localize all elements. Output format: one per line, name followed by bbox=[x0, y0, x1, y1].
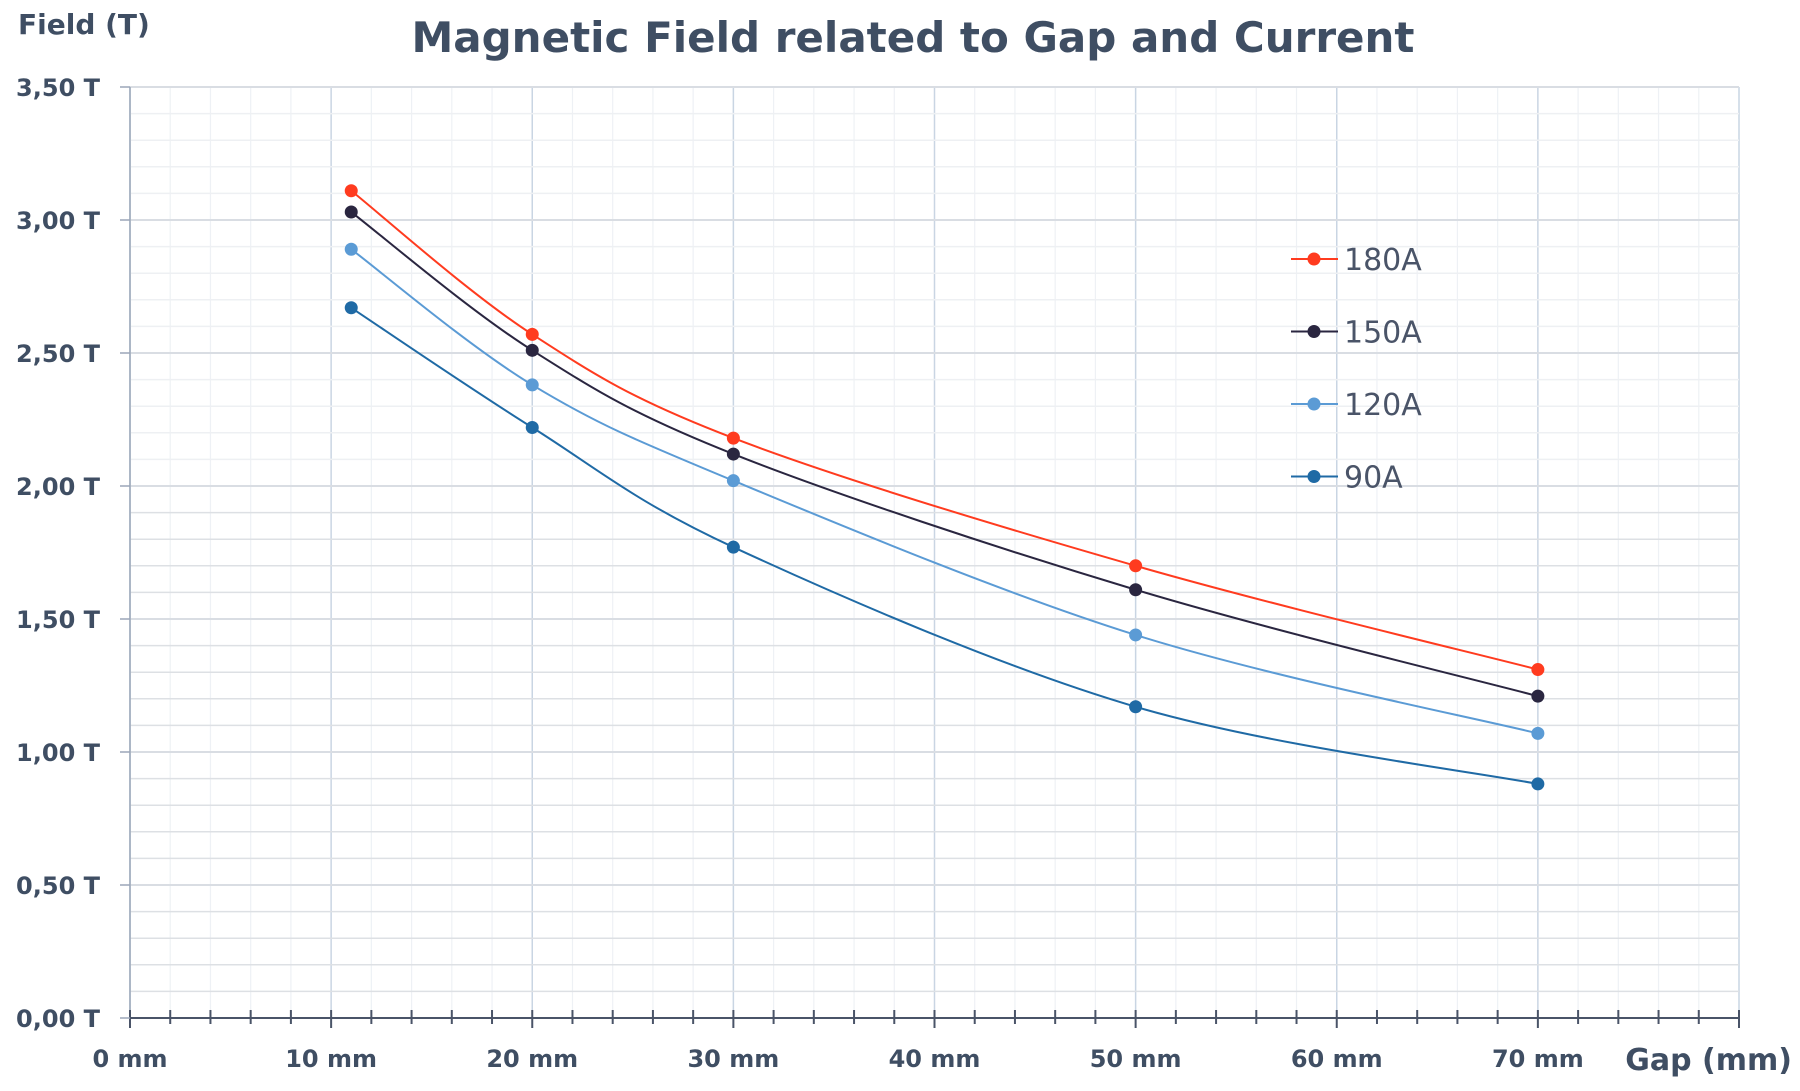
axes: 0,00 T 0,50 T 1,00 T 1,50 T 2,00 T 2,50 T 3,00… bbox=[16, 74, 1740, 1073]
data-point bbox=[1129, 583, 1143, 597]
series-90A bbox=[344, 301, 1545, 791]
series-line bbox=[350, 248, 1539, 735]
legend-label: 150A bbox=[1344, 316, 1422, 351]
x-tick-label: 10 mm bbox=[285, 1045, 377, 1073]
x-axis-label: Gap (mm) bbox=[1625, 1043, 1792, 1078]
data-point bbox=[344, 205, 358, 219]
data-point bbox=[1129, 700, 1143, 714]
x-tick-label: 60 mm bbox=[1291, 1045, 1383, 1073]
y-axis-label: Field (T) bbox=[18, 8, 150, 41]
x-tick-label: 20 mm bbox=[486, 1045, 578, 1073]
legend-label: 90A bbox=[1344, 461, 1403, 496]
legend-marker bbox=[1307, 470, 1321, 483]
series-line bbox=[350, 211, 1539, 698]
data-point bbox=[1129, 628, 1143, 642]
data-point bbox=[525, 420, 539, 434]
data-point bbox=[1531, 726, 1545, 740]
legend-marker bbox=[1307, 325, 1321, 338]
y-tick-label: 2,00 T bbox=[16, 473, 101, 501]
series-line bbox=[350, 306, 1539, 785]
y-tick-label: 2,50 T bbox=[16, 340, 101, 368]
data-point bbox=[344, 184, 358, 198]
data-point bbox=[344, 242, 358, 256]
series-group bbox=[344, 184, 1545, 791]
data-point bbox=[726, 447, 740, 461]
data-point bbox=[726, 474, 740, 488]
legend-label: 120A bbox=[1344, 388, 1422, 423]
series-180A bbox=[344, 184, 1545, 677]
data-point bbox=[525, 327, 539, 341]
data-point bbox=[1129, 559, 1143, 573]
legend: 180A 150A 120A 90A bbox=[1291, 243, 1422, 496]
data-point bbox=[1531, 663, 1545, 677]
x-tick-label: 40 mm bbox=[889, 1045, 981, 1073]
data-point bbox=[1531, 777, 1545, 791]
y-tick-label: 1,00 T bbox=[16, 739, 101, 767]
y-tick-label: 3,50 T bbox=[16, 74, 101, 102]
series-120A bbox=[344, 242, 1545, 740]
x-tick-label: 0 mm bbox=[92, 1045, 167, 1073]
series-line bbox=[350, 189, 1539, 671]
data-point bbox=[525, 378, 539, 392]
chart-title: Magnetic Field related to Gap and Curren… bbox=[411, 13, 1414, 62]
x-tick-label: 30 mm bbox=[687, 1045, 779, 1073]
y-tick-label: 3,00 T bbox=[16, 207, 101, 235]
series-150A bbox=[344, 205, 1545, 703]
data-point bbox=[344, 301, 358, 315]
legend-marker bbox=[1307, 252, 1321, 266]
x-tick-label: 50 mm bbox=[1090, 1045, 1182, 1073]
legend-marker bbox=[1307, 397, 1321, 411]
data-point bbox=[525, 343, 539, 357]
y-tick-label: 0,50 T bbox=[16, 872, 101, 900]
x-tick-label: 70 mm bbox=[1492, 1045, 1584, 1073]
y-tick-label: 0,00 T bbox=[16, 1005, 101, 1033]
data-point bbox=[726, 431, 740, 445]
data-point bbox=[726, 540, 740, 554]
data-point bbox=[1531, 689, 1545, 703]
grid bbox=[129, 86, 1740, 1018]
legend-label: 180A bbox=[1344, 243, 1422, 278]
y-tick-label: 1,50 T bbox=[16, 606, 101, 634]
